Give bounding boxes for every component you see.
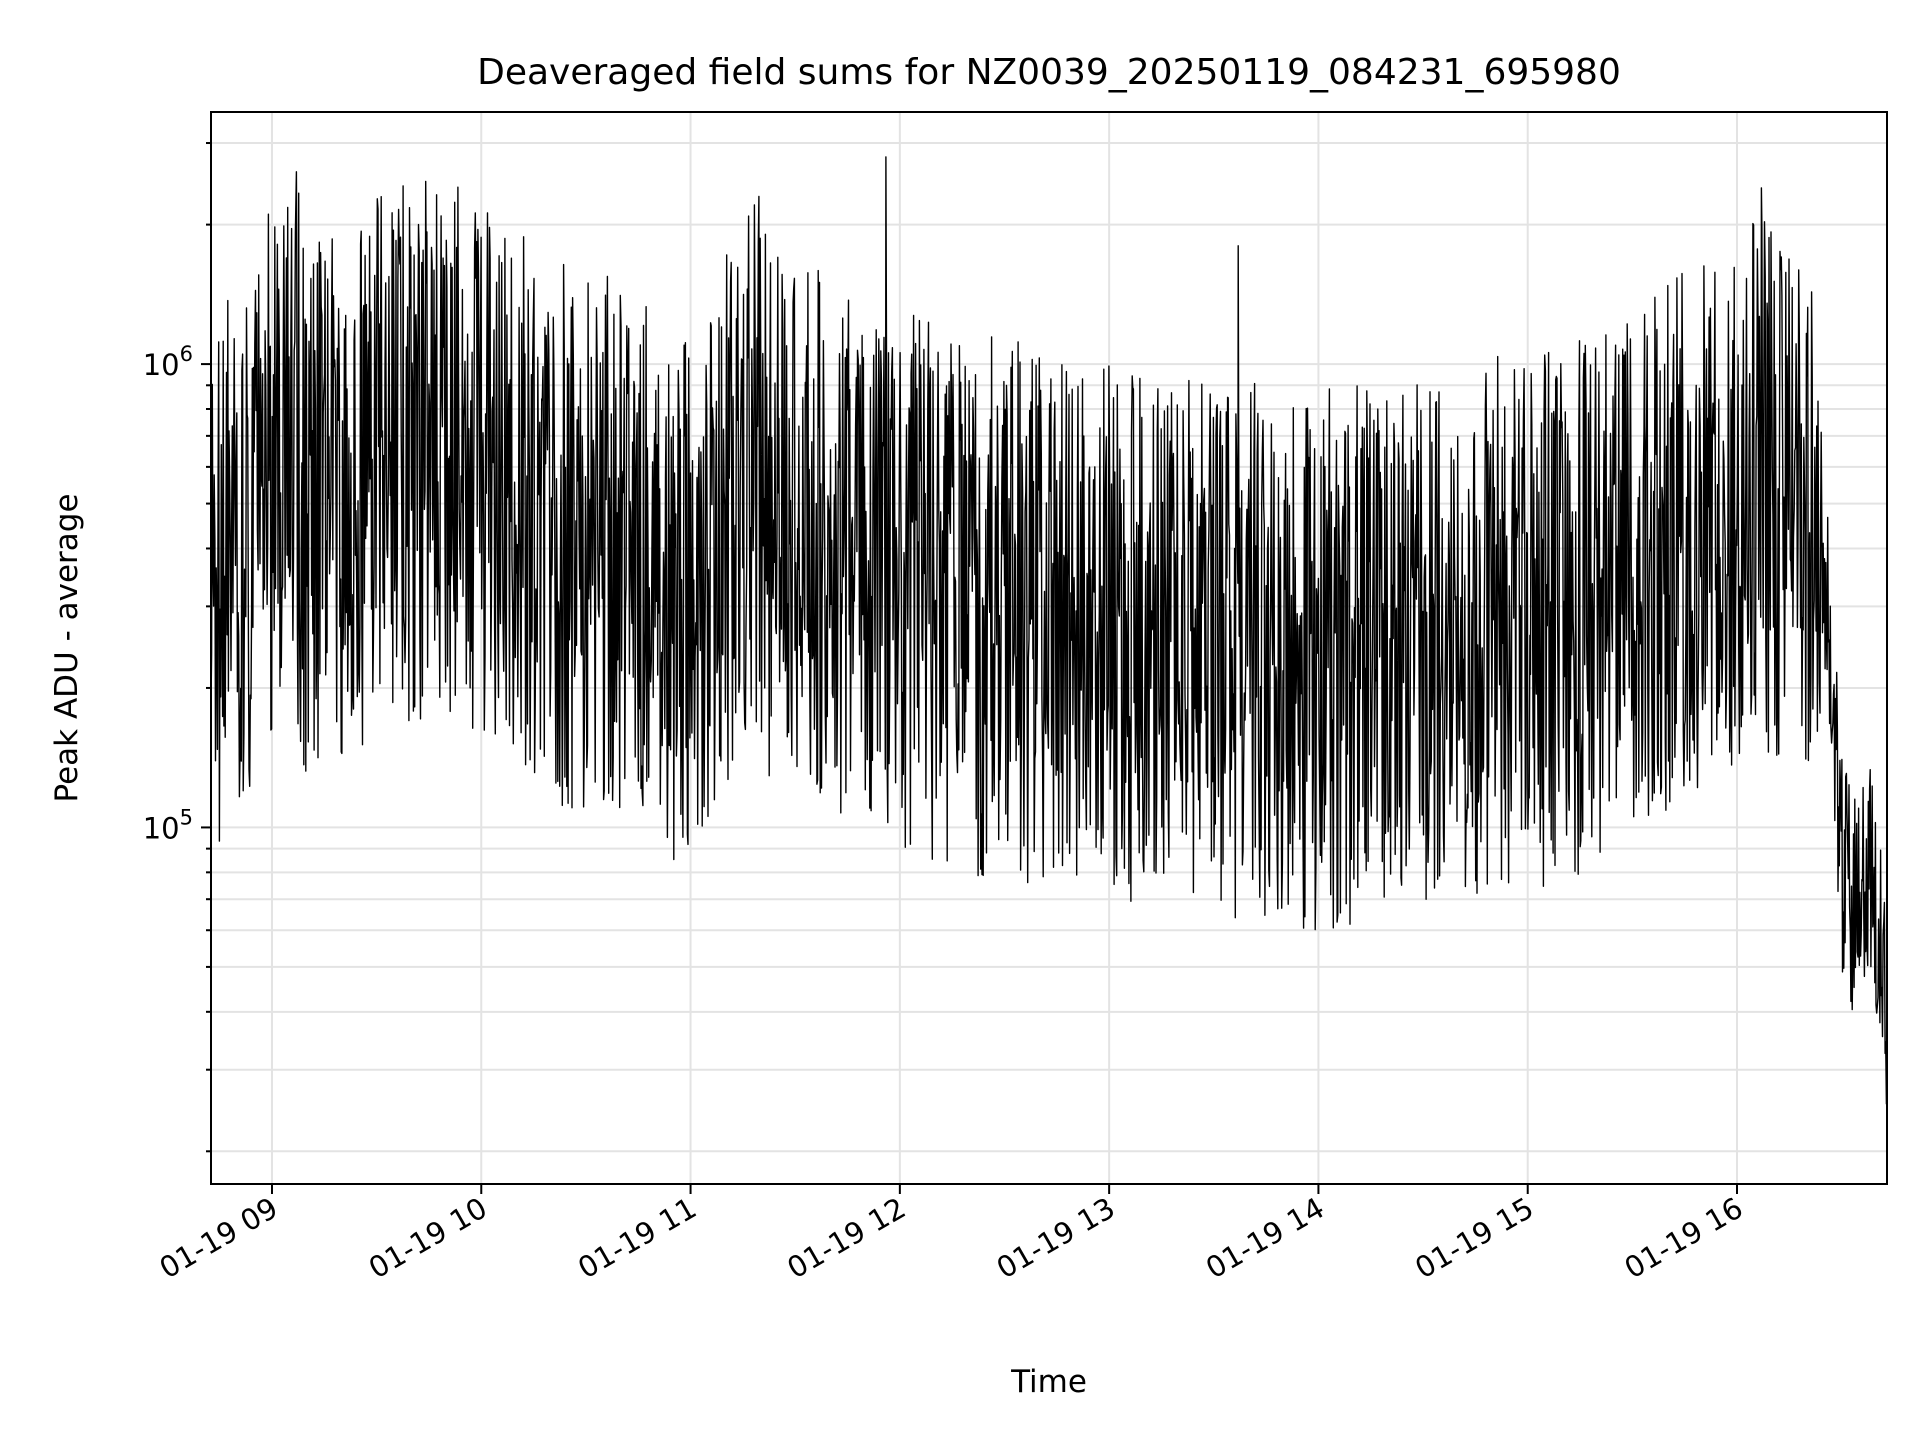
y-tick-label-base: 10	[143, 348, 180, 382]
y-tick-label: 105	[143, 805, 193, 845]
y-tick-label-exponent: 5	[180, 805, 193, 829]
y-tick-label-base: 10	[143, 811, 180, 845]
plot-frame	[210, 111, 1888, 1185]
series-line	[210, 156, 1888, 1105]
chart-title: Deaveraged field sums for NZ0039_2025011…	[477, 52, 1621, 93]
y-axis-label: Peak ADU - average	[49, 493, 85, 802]
x-axis-label: Time	[1010, 1364, 1087, 1400]
y-tick-label: 106	[143, 342, 193, 382]
y-tick-label-exponent: 6	[180, 342, 193, 366]
